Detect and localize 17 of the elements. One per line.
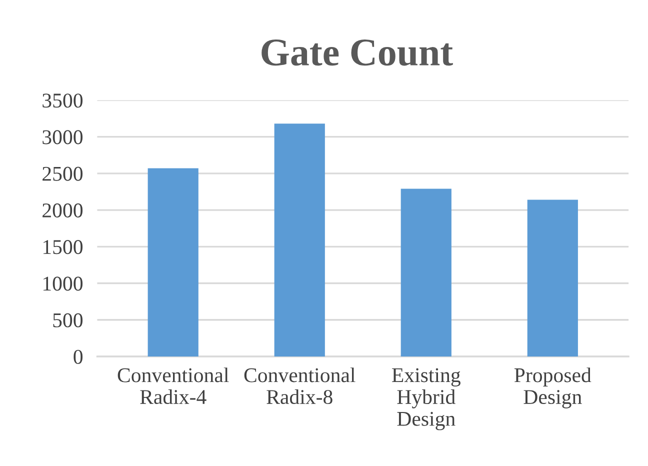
y-tick-label: 500 (53, 313, 83, 328)
bar (274, 124, 325, 356)
x-tick-label: Existing Hybrid Design (392, 368, 460, 430)
bar (400, 188, 452, 356)
y-tick-label: 1500 (43, 240, 83, 254)
y-tick-label: 3500 (42, 94, 83, 108)
y-tick-label: 0 (74, 350, 83, 364)
bar (148, 168, 198, 356)
x-tick-label: Conventional Radix-4 (118, 368, 229, 404)
y-tick-label: 1000 (43, 276, 83, 291)
chart-title: Gate Count (262, 40, 453, 66)
bar (527, 200, 578, 356)
x-tick-label: Conventional Radix-8 (244, 368, 356, 404)
y-tick-label: 2500 (42, 166, 83, 181)
x-tick-label: Proposed Design (514, 368, 592, 408)
y-tick-label: 2000 (42, 203, 83, 218)
y-tick-label: 3000 (42, 130, 83, 144)
